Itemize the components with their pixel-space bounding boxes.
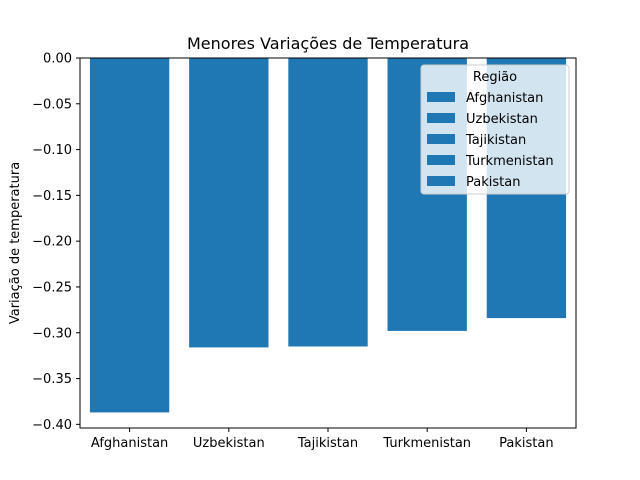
x-tick-label: Turkmenistan	[382, 436, 471, 451]
legend-label: Pakistan	[466, 175, 520, 190]
legend: Região Afghanistan Uzbekistan Tajikistan Tur…	[420, 64, 570, 195]
y-tick-label: −0.30	[32, 326, 72, 341]
y-tick-label: −0.20	[32, 235, 72, 250]
y-tick-label: −0.10	[32, 143, 72, 158]
legend-label: Tajikistan	[465, 133, 526, 148]
y-axis: 0.00 −0.05 −0.10 −0.15 −0.20 −0.25 −0.30 −0.35 −…	[32, 52, 80, 433]
x-axis: Afghanistan Uzbekistan Tajikistan Turkmenis…	[91, 428, 554, 451]
bar-uzbekistan	[189, 58, 269, 348]
legend-label: Afghanistan	[466, 91, 543, 106]
y-tick-label: 0.00	[43, 52, 72, 67]
y-tick-label: −0.25	[32, 280, 72, 295]
y-tick-label: −0.40	[32, 418, 72, 433]
chart-title: Menores Variações de Temperatura	[187, 34, 469, 53]
bar-afghanistan	[89, 58, 170, 413]
x-tick-label: Uzbekistan	[193, 436, 265, 451]
legend-box	[420, 64, 570, 195]
y-axis-label: Variação de temperatura	[8, 162, 23, 324]
legend-swatch	[427, 134, 455, 144]
legend-swatch	[427, 113, 455, 123]
y-tick-label: −0.15	[32, 189, 72, 204]
legend-label: Turkmenistan	[465, 154, 554, 169]
legend-swatch	[427, 176, 455, 186]
x-tick-label: Tajikistan	[297, 436, 358, 451]
legend-label: Uzbekistan	[466, 112, 538, 127]
legend-title: Região	[473, 70, 517, 85]
y-tick-label: −0.35	[32, 372, 72, 387]
x-tick-label: Pakistan	[499, 436, 553, 451]
bar-tajikistan	[288, 58, 368, 347]
x-tick-label: Afghanistan	[91, 436, 168, 451]
legend-swatch	[427, 92, 455, 102]
y-tick-label: −0.05	[32, 97, 72, 112]
legend-swatch	[427, 155, 455, 165]
